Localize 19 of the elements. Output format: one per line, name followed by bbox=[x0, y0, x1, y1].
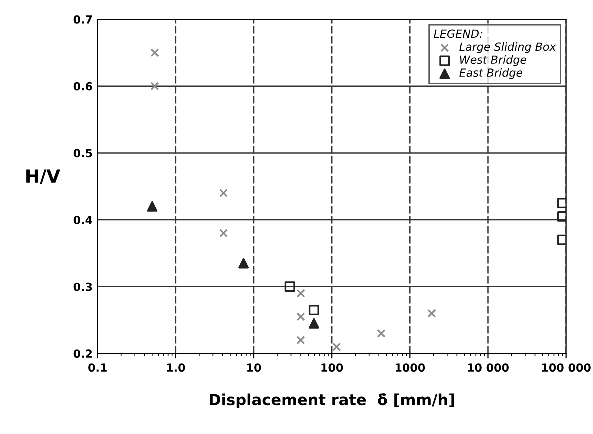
y-tick-label: 0.7 bbox=[74, 16, 92, 24]
y-tick-label: 0.6 bbox=[74, 82, 92, 91]
y-tick-label: 0.5 bbox=[74, 149, 92, 158]
y-tick-label: 0.3 bbox=[74, 282, 92, 292]
y-tick-label: 0.2 bbox=[74, 350, 92, 358]
legend-label: East Bridge bbox=[460, 68, 523, 80]
legend-title: LEGEND: bbox=[434, 30, 482, 38]
legend-label: West Bridge bbox=[460, 55, 527, 66]
x-tick-label: 100 000 bbox=[542, 364, 591, 372]
x-tick-label: 100 bbox=[322, 364, 344, 372]
x-tick-label: 1000 bbox=[396, 364, 426, 372]
x-tick-label: 0.1 bbox=[88, 364, 107, 372]
y-axis-title: H/V bbox=[26, 170, 60, 185]
x-axis-title: Displacement rate δ̇ [mm/h] bbox=[210, 394, 454, 409]
x-tick-label: 10 000 bbox=[468, 364, 509, 372]
y-tick-label: 0.4 bbox=[74, 216, 92, 224]
x-tick-label: 1.0 bbox=[167, 364, 186, 372]
legend-label: Large Sliding Box bbox=[460, 42, 556, 54]
x-tick-label: 10 bbox=[248, 364, 262, 372]
